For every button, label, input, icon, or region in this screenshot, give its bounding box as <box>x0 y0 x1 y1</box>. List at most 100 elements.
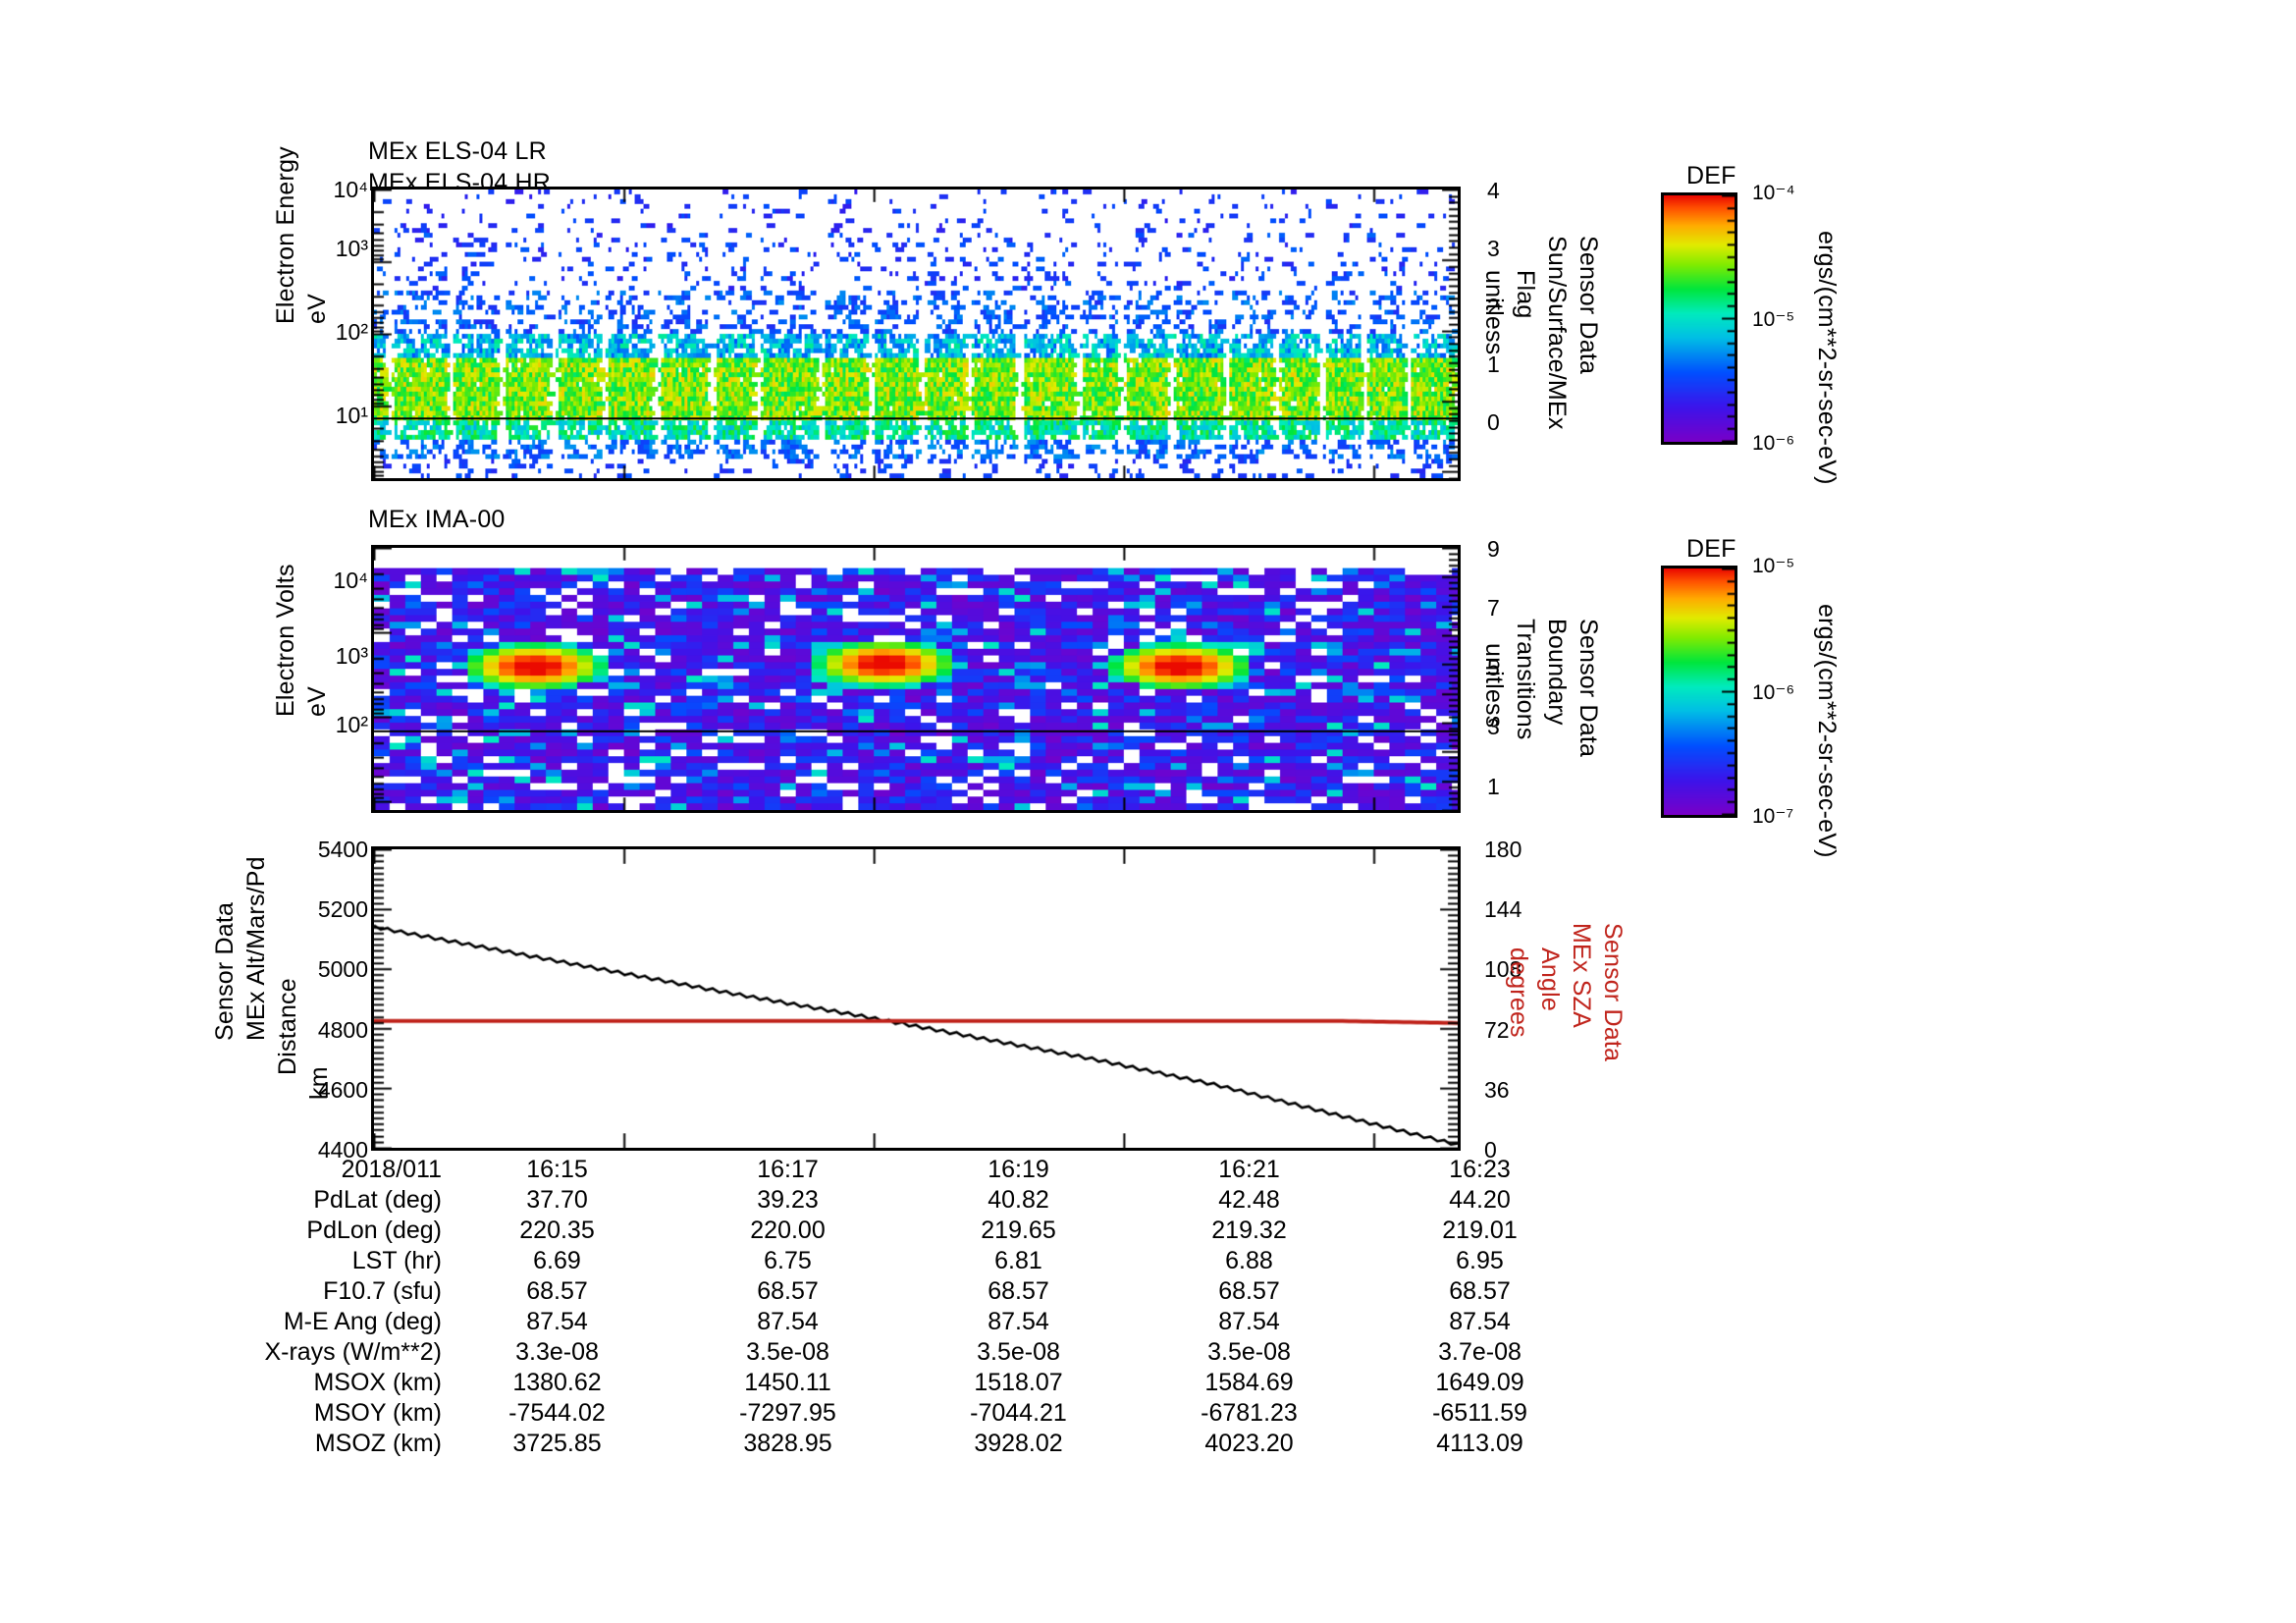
meta-cell: 6.75 <box>764 1247 812 1274</box>
meta-cell: 68.57 <box>1449 1277 1511 1305</box>
meta-cell: 3.7e-08 <box>1438 1338 1522 1366</box>
panel2-spectrogram[interactable] <box>371 545 1461 813</box>
meta-cell: 16:15 <box>526 1156 588 1183</box>
panel1-rtick-2: 2 <box>1487 294 1500 319</box>
panel1-ytick-2: 10² <box>335 319 368 345</box>
meta-cell: 3.3e-08 <box>515 1338 599 1366</box>
meta-cell: 16:17 <box>757 1156 819 1183</box>
colorbar2-mid-label: 10⁻⁶ <box>1752 681 1795 704</box>
panel3-ytick-5200: 5200 <box>317 896 368 922</box>
meta-cell: 68.57 <box>757 1277 819 1305</box>
panel2-rtick-9: 9 <box>1487 536 1500 562</box>
panel2-rtick-1: 1 <box>1487 774 1500 799</box>
colorbar2-gradient <box>1661 566 1737 818</box>
panel2-rtick-5: 5 <box>1487 655 1500 680</box>
meta-cell: 3928.02 <box>974 1430 1063 1457</box>
meta-cell: 3725.85 <box>512 1430 602 1457</box>
panel3-rtick-0: 0 <box>1484 1137 1497 1163</box>
panel3-rtick-36: 36 <box>1484 1077 1510 1103</box>
panel3-rtick-108: 108 <box>1484 956 1522 982</box>
meta-row-label: MSOX (km) <box>313 1369 442 1396</box>
meta-cell: -6511.59 <box>1432 1399 1527 1427</box>
panel2-ytick-3: 10³ <box>335 643 368 669</box>
meta-cell: 6.69 <box>533 1247 581 1274</box>
meta-cell: 3.5e-08 <box>746 1338 829 1366</box>
colorbar2-top-label: 10⁻⁵ <box>1752 555 1795 577</box>
meta-cell: 219.65 <box>981 1217 1056 1244</box>
panel1-rtick-4: 4 <box>1487 178 1500 203</box>
meta-table-row: MSOX (km) 1380.62 1450.11 1518.07 1584.69 164… <box>191 1368 1595 1398</box>
meta-cell: 1649.09 <box>1435 1369 1524 1396</box>
colorbar1-gradient <box>1661 192 1737 445</box>
meta-row-label: M-E Ang (deg) <box>283 1308 442 1335</box>
meta-table-row: X-rays (W/m**2) 3.3e-08 3.5e-08 3.5e-08 3.5e… <box>191 1337 1595 1368</box>
colorbar1-bottom-label: 10⁻⁶ <box>1752 432 1795 455</box>
meta-table-row: F10.7 (sfu) 68.57 68.57 68.57 68.57 68.57 <box>191 1276 1595 1307</box>
colorbar1-title: DEF <box>1686 162 1736 189</box>
panel1-rtick-3: 3 <box>1487 236 1500 261</box>
panel1-spectrogram[interactable] <box>371 187 1461 481</box>
meta-cell: 1518.07 <box>974 1369 1063 1396</box>
colorbar1-top-label: 10⁻⁴ <box>1752 182 1795 204</box>
meta-cell: 87.54 <box>1449 1308 1511 1335</box>
meta-cell: 1584.69 <box>1204 1369 1294 1396</box>
meta-cell: 40.82 <box>988 1186 1049 1214</box>
panel3-ytick-4600: 4600 <box>317 1077 368 1103</box>
meta-cell: 6.81 <box>994 1247 1042 1274</box>
meta-cell: 220.35 <box>519 1217 595 1244</box>
meta-table-row: MSOZ (km) 3725.85 3828.95 3928.02 4023.20 411… <box>191 1429 1595 1459</box>
meta-cell: -6781.23 <box>1201 1399 1298 1427</box>
meta-cell: 219.32 <box>1211 1217 1287 1244</box>
panel1-ytick-4: 10⁴ <box>333 177 368 202</box>
meta-cell: 16:23 <box>1449 1156 1511 1183</box>
meta-table-grid: 2018/011 16:15 16:17 16:19 16:21 16:23 PdLat (… <box>191 1155 1595 1459</box>
panel2-rtick-3: 3 <box>1487 714 1500 739</box>
meta-cell: 87.54 <box>1218 1308 1280 1335</box>
panel3-line-chart[interactable] <box>371 846 1461 1151</box>
meta-cell: 87.54 <box>988 1308 1049 1335</box>
meta-cell: 4023.20 <box>1204 1430 1294 1457</box>
meta-row-label: PdLat (deg) <box>313 1186 442 1214</box>
meta-row-label: 2018/011 <box>341 1156 442 1183</box>
meta-cell: -7297.95 <box>739 1399 836 1427</box>
meta-cell: 3.5e-08 <box>977 1338 1060 1366</box>
colorbar2-bottom-label: 10⁻⁷ <box>1752 805 1794 828</box>
meta-cell: 16:19 <box>988 1156 1049 1183</box>
panel2-rtick-7: 7 <box>1487 595 1500 621</box>
panel2-ytick-2: 10² <box>335 712 368 737</box>
meta-cell: 87.54 <box>757 1308 819 1335</box>
meta-cell: 3.5e-08 <box>1207 1338 1291 1366</box>
panel3-ytick-4400: 4400 <box>317 1137 368 1163</box>
meta-cell: 219.01 <box>1442 1217 1518 1244</box>
panel2-ytick-4: 10⁴ <box>333 568 368 593</box>
meta-row-label: MSOZ (km) <box>314 1430 442 1457</box>
meta-cell: 37.70 <box>526 1186 588 1214</box>
meta-cell: -7544.02 <box>508 1399 606 1427</box>
meta-table-row: MSOY (km) -7544.02 -7297.95 -7044.21 -6781.2… <box>191 1398 1595 1429</box>
meta-row-label: X-rays (W/m**2) <box>264 1338 442 1366</box>
meta-table: 2018/011 16:15 16:17 16:19 16:21 16:23 PdLat (… <box>191 1155 1595 1459</box>
meta-cell: 39.23 <box>757 1186 819 1214</box>
meta-row-label: F10.7 (sfu) <box>323 1277 442 1305</box>
panel3-ytick-5000: 5000 <box>317 956 368 982</box>
meta-cell: -7044.21 <box>970 1399 1067 1427</box>
meta-table-row: LST (hr) 6.69 6.75 6.81 6.88 6.95 <box>191 1246 1595 1276</box>
meta-cell: 87.54 <box>526 1308 588 1335</box>
panel3-rtick-180: 180 <box>1484 837 1522 862</box>
meta-cell: 68.57 <box>1218 1277 1280 1305</box>
panel1-rtick-1: 1 <box>1487 352 1500 377</box>
panel1-ytick-1: 10¹ <box>335 403 368 428</box>
meta-cell: 1450.11 <box>744 1369 831 1396</box>
panel1-ytick-3: 10³ <box>335 236 368 261</box>
panel3-rtick-72: 72 <box>1484 1017 1510 1043</box>
panel3-ytick-5400: 5400 <box>317 837 368 862</box>
meta-cell: 1380.62 <box>512 1369 602 1396</box>
panel1-title-line1: MEx ELS-04 LR <box>368 137 547 165</box>
meta-cell: 3828.95 <box>743 1430 832 1457</box>
panel3-rtick-144: 144 <box>1484 896 1522 922</box>
colorbar1-mid-label: 10⁻⁵ <box>1752 308 1795 331</box>
meta-cell: 68.57 <box>988 1277 1049 1305</box>
meta-cell: 42.48 <box>1218 1186 1280 1214</box>
meta-cell: 44.20 <box>1449 1186 1511 1214</box>
meta-row-label: PdLon (deg) <box>306 1217 442 1244</box>
